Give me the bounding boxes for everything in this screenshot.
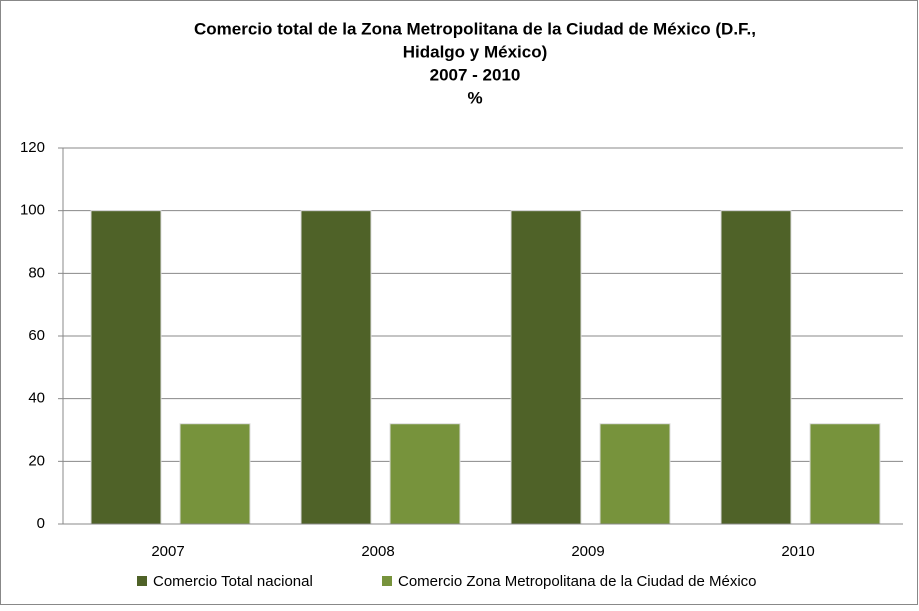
legend-label: Comercio Total nacional <box>153 573 313 590</box>
chart-title: Hidalgo y México) <box>403 42 548 61</box>
bar <box>389 423 461 525</box>
legend-label: Comercio Zona Metropolitana de la Ciudad… <box>398 573 757 590</box>
y-tick-label: 100 <box>20 202 45 219</box>
chart-title: % <box>467 88 482 107</box>
legend-swatch <box>137 576 147 586</box>
bar <box>179 423 251 525</box>
y-tick-label: 120 <box>20 139 45 156</box>
y-tick-label: 0 <box>37 515 45 532</box>
legend-swatch <box>382 576 392 586</box>
bar <box>720 210 792 525</box>
chart-title: Comercio total de la Zona Metropolitana … <box>194 19 756 38</box>
bar <box>599 423 671 525</box>
y-tick-label: 40 <box>28 390 45 407</box>
bar <box>90 210 162 525</box>
y-tick-label: 20 <box>28 452 45 469</box>
x-tick-label: 2008 <box>361 543 394 560</box>
x-tick-label: 2009 <box>571 543 604 560</box>
chart-title: 2007 - 2010 <box>430 65 521 84</box>
bar <box>300 210 372 525</box>
y-tick-label: 60 <box>28 327 45 344</box>
x-tick-label: 2007 <box>151 543 184 560</box>
y-tick-label: 80 <box>28 264 45 281</box>
bar <box>809 423 881 525</box>
x-tick-label: 2010 <box>781 543 814 560</box>
bar <box>510 210 582 525</box>
